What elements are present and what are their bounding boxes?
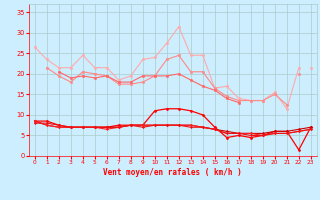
X-axis label: Vent moyen/en rafales ( km/h ): Vent moyen/en rafales ( km/h ) (103, 168, 242, 177)
